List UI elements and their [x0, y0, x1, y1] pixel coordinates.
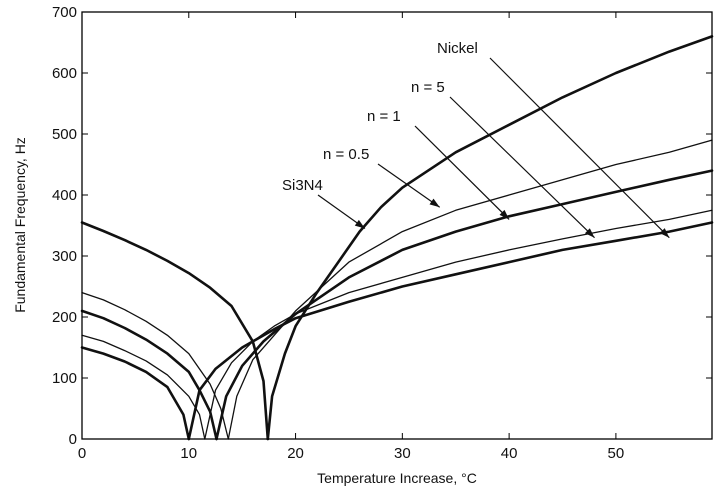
x-tick-label: 0 [78, 445, 86, 462]
annotation-label-n-1: n = 1 [367, 108, 401, 125]
series-si3n4-branch-1 [80, 221, 270, 441]
y-tick-label: 700 [52, 4, 77, 21]
series-n-5-branch-2 [204, 209, 713, 440]
y-tick-label: 0 [69, 431, 77, 448]
series-n-0-5-branch-2 [227, 139, 713, 440]
x-tick-label: 50 [608, 445, 625, 462]
y-tick-label: 600 [52, 65, 77, 82]
x-tick-label: 20 [287, 445, 304, 462]
annotation-arrow-nickel [489, 57, 670, 239]
series-nickel-branch-2 [187, 221, 714, 441]
annotation-arrowhead-n-1 [499, 209, 510, 220]
x-tick-label: 10 [180, 445, 197, 462]
x-ticks: 0 10 20 30 40 50 [78, 12, 624, 462]
annotation-arrow-n-5 [449, 96, 595, 239]
y-ticks: 0 100 200 300 400 500 600 700 [52, 4, 712, 448]
series-n-0-5-branch-1 [81, 291, 229, 440]
x-tick-label: 40 [501, 445, 518, 462]
annotation-arrow-n-1 [414, 125, 510, 220]
annotation-label-n-0-5: n = 0.5 [323, 146, 369, 163]
y-axis-label: Fundamental Frequency, Hz [12, 137, 28, 313]
plot-frame [81, 11, 713, 440]
y-tick-label: 500 [52, 126, 77, 143]
annotation-label-nickel: Nickel [437, 40, 478, 57]
series-nickel-branch-1 [80, 346, 191, 441]
annotation-arrowhead-si3n4 [354, 219, 365, 229]
annotation-arrowhead-n-5 [584, 228, 595, 238]
y-tick-label: 100 [52, 370, 77, 387]
series-n-1-branch-1 [80, 309, 218, 441]
x-axis-label: Temperature Increase, °C [317, 470, 477, 486]
annotation-arrowhead-nickel [659, 228, 670, 238]
series-n-5-branch-1 [81, 334, 206, 440]
plot-background [82, 12, 712, 439]
y-tick-label: 400 [52, 187, 77, 204]
annotation-arrowhead-n-0-5 [429, 198, 440, 208]
y-tick-label: 200 [52, 309, 77, 326]
annotation-arrow-n-0-5 [377, 163, 441, 208]
curves [80, 35, 714, 441]
series-si3n4-branch-2 [266, 35, 714, 441]
annotation-label-si3n4: Si3N4 [282, 177, 323, 194]
annotation-label-n-5: n = 5 [411, 79, 445, 96]
series-n-1-branch-2 [215, 169, 714, 441]
x-tick-label: 30 [394, 445, 411, 462]
y-tick-label: 300 [52, 248, 77, 265]
